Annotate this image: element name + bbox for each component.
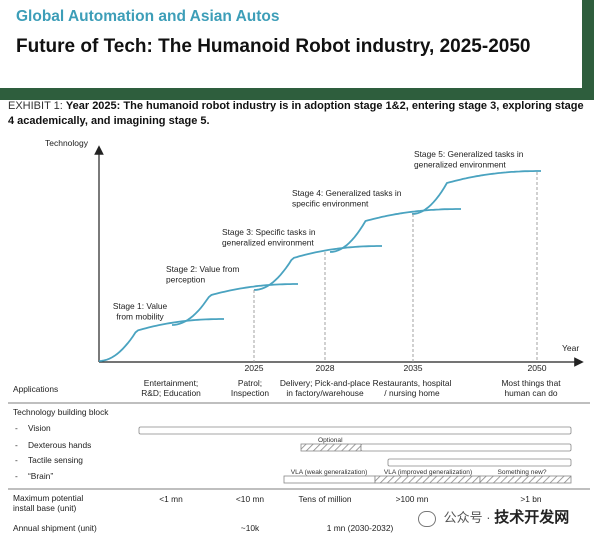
shipment-label: Annual shipment (unit) [13,523,97,533]
application-cell: human can do [504,388,557,398]
stage-3-label: Stage 3: Specific tasks in [222,227,316,237]
application-cell: Inspection [231,388,270,398]
stage-2-label: Stage 2: Value from [166,264,239,274]
install-base-label: Maximum potential [13,493,83,503]
block-dash: - [15,471,18,481]
stage-curves [98,170,541,362]
stage-3-label: generalized environment [222,238,314,248]
stage-5-label: Stage 5: Generalized tasks in [414,149,524,159]
application-cell: Entertainment; [144,378,198,388]
report-title: Future of Tech: The Humanoid Robot indus… [16,36,531,57]
applications-label: Applications [13,384,58,394]
stage-5-curve [411,170,541,215]
optional-note: Optional [318,437,343,444]
watermark-brand: 技术开发网 [494,509,570,526]
x-axis-label: Year [562,343,579,353]
vision-bar [138,426,572,435]
install-base-cell: <10 mn [236,494,265,504]
application-cell: Delivery; Pick-and-place [280,378,371,388]
info-table: Applications Entertainment;R&D; Education… [8,378,590,533]
year-ticks: 2025 2028 2035 2050 [244,172,547,373]
application-cell: Most things that [501,378,561,388]
application-cell: R&D; Education [141,388,201,398]
block-name: Tactile sensing [28,455,83,465]
block-dash: - [15,455,18,465]
year-tick-2025: 2025 [244,363,263,373]
install-base-cell: <1 mn [159,494,183,504]
brand-title: Global Automation and Asian Autos [16,8,280,25]
exhibit-label: EXHIBIT 1: [8,100,63,112]
exhibit-text: Year 2025: The humanoid robot industry i… [8,100,584,127]
stage-4-label: Stage 4: Generalized tasks in [292,188,402,198]
watermark-prefix: 公众号 · [443,510,491,525]
stage-3-curve [253,245,382,291]
stage-2-label: perception [166,275,205,285]
axes: Technology Year [45,138,584,367]
install-base-cell: >100 mn [396,494,429,504]
wechat-watermark: 公众号 · 技术开发网 [418,506,569,527]
brain-segment-label: Something new? [497,469,546,476]
block-name: Vision [28,423,51,433]
stage-1-label: from mobility [116,312,164,322]
install-base-cell: >1 bn [520,494,542,504]
brain-something-new-bar [479,475,572,484]
application-cell: / nursing home [384,388,440,398]
year-tick-2028: 2028 [315,363,334,373]
year-tick-2035: 2035 [403,363,422,373]
install-base-label: install base (unit) [13,503,77,513]
exhibit-caption: EXHIBIT 1: Year 2025: The humanoid robot… [8,99,592,129]
shipment-cell: 1 mn (2030-2032) [327,523,394,533]
install-base-cell: Tens of million [298,494,351,504]
brain-segment-label: VLA (weak generalization) [291,469,368,476]
application-cell: Restaurants, hospital [373,378,452,388]
wechat-icon [418,510,436,527]
stage-4-curve [329,208,461,253]
report-header: Global Automation and Asian Autos Future… [0,0,594,100]
stage-4-label: specific environment [292,199,369,209]
building-block-label: Technology building block [13,407,109,417]
year-tick-2050: 2050 [527,363,546,373]
tactile-sensing-bar [387,458,572,467]
brain-segment-label: VLA (improved generalization) [384,469,472,476]
block-dash: - [15,423,18,433]
dexterous-hands-bar [360,443,572,452]
brain-vla-improved-bar [374,475,481,484]
stage-1-label: Stage 1: Value [113,301,168,311]
stage-2-curve [171,283,298,326]
block-name: “Brain” [28,471,53,481]
block-dash: - [15,440,18,450]
y-axis-label: Technology [45,138,89,148]
shipment-cell: ~10k [241,523,260,533]
stage-5-label: generalized environment [414,160,506,170]
application-cell: Patrol; [238,378,262,388]
stage-1-curve [98,318,224,362]
block-name: Dexterous hands [28,440,91,450]
brain-vla-weak-bar [283,475,376,484]
dexterous-hands-optional-bar [300,443,362,452]
application-cell: in factory/warehouse [286,388,364,398]
